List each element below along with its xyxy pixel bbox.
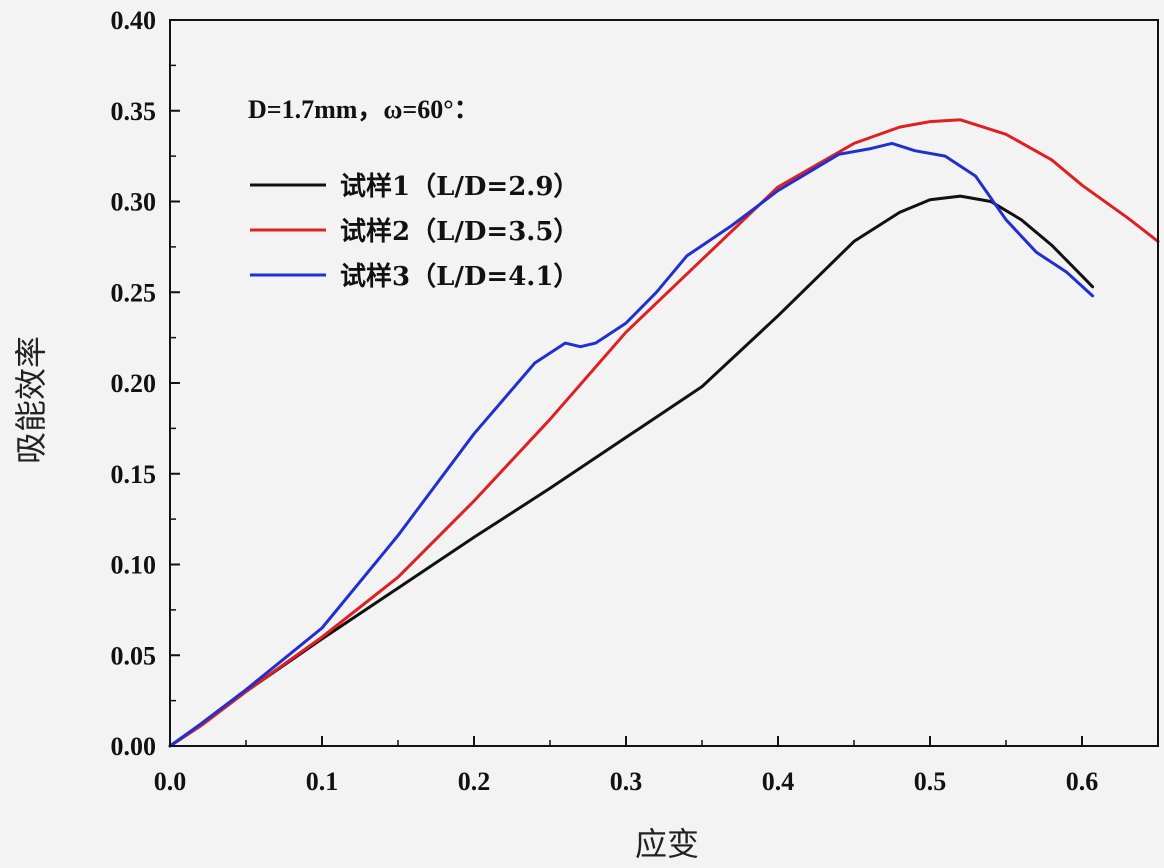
axes: 0.0 0.1 0.2 0.3 0.4 0.5 0.6 0.00 0.05 0.10 0.15 0.2… [111,6,1159,796]
x-tick-label: 0.4 [762,767,795,796]
x-axis-title: 应变 [635,825,699,863]
x-tick-label: 0.2 [458,767,491,796]
y-tick-label: 0.05 [111,641,157,670]
series-line-3 [168,141,1095,748]
legend-heading: D=1.7mm，ω=60°： [248,95,480,124]
y-tick-label: 0.35 [111,97,157,126]
legend-label-2: 试样2（L/D=3.5） [340,216,579,247]
y-axis-title: 吸能效率 [12,336,50,464]
plot-lines [168,118,1160,748]
y-tick-label: 0.30 [111,188,157,217]
x-tick-label: 0.0 [154,767,187,796]
x-tick-label: 0.3 [610,767,643,796]
legend-label-3: 试样3（L/D=4.1） [340,261,579,292]
legend: 试样1（L/D=2.9） 试样2（L/D=3.5） 试样3（L/D=4.1） [250,171,579,292]
y-tick-label: 0.00 [111,732,157,761]
x-tick-label: 0.1 [306,767,339,796]
x-tick-label: 0.5 [914,767,947,796]
y-tick-label: 0.40 [111,6,157,35]
legend-label-1: 试样1（L/D=2.9） [340,171,579,202]
y-tick-label: 0.15 [111,460,157,489]
x-tick-label: 0.6 [1066,767,1099,796]
series-line-2 [168,118,1160,748]
y-tick-label: 0.10 [111,551,157,580]
y-tick-label: 0.25 [111,278,157,307]
y-tick-label: 0.20 [111,369,157,398]
